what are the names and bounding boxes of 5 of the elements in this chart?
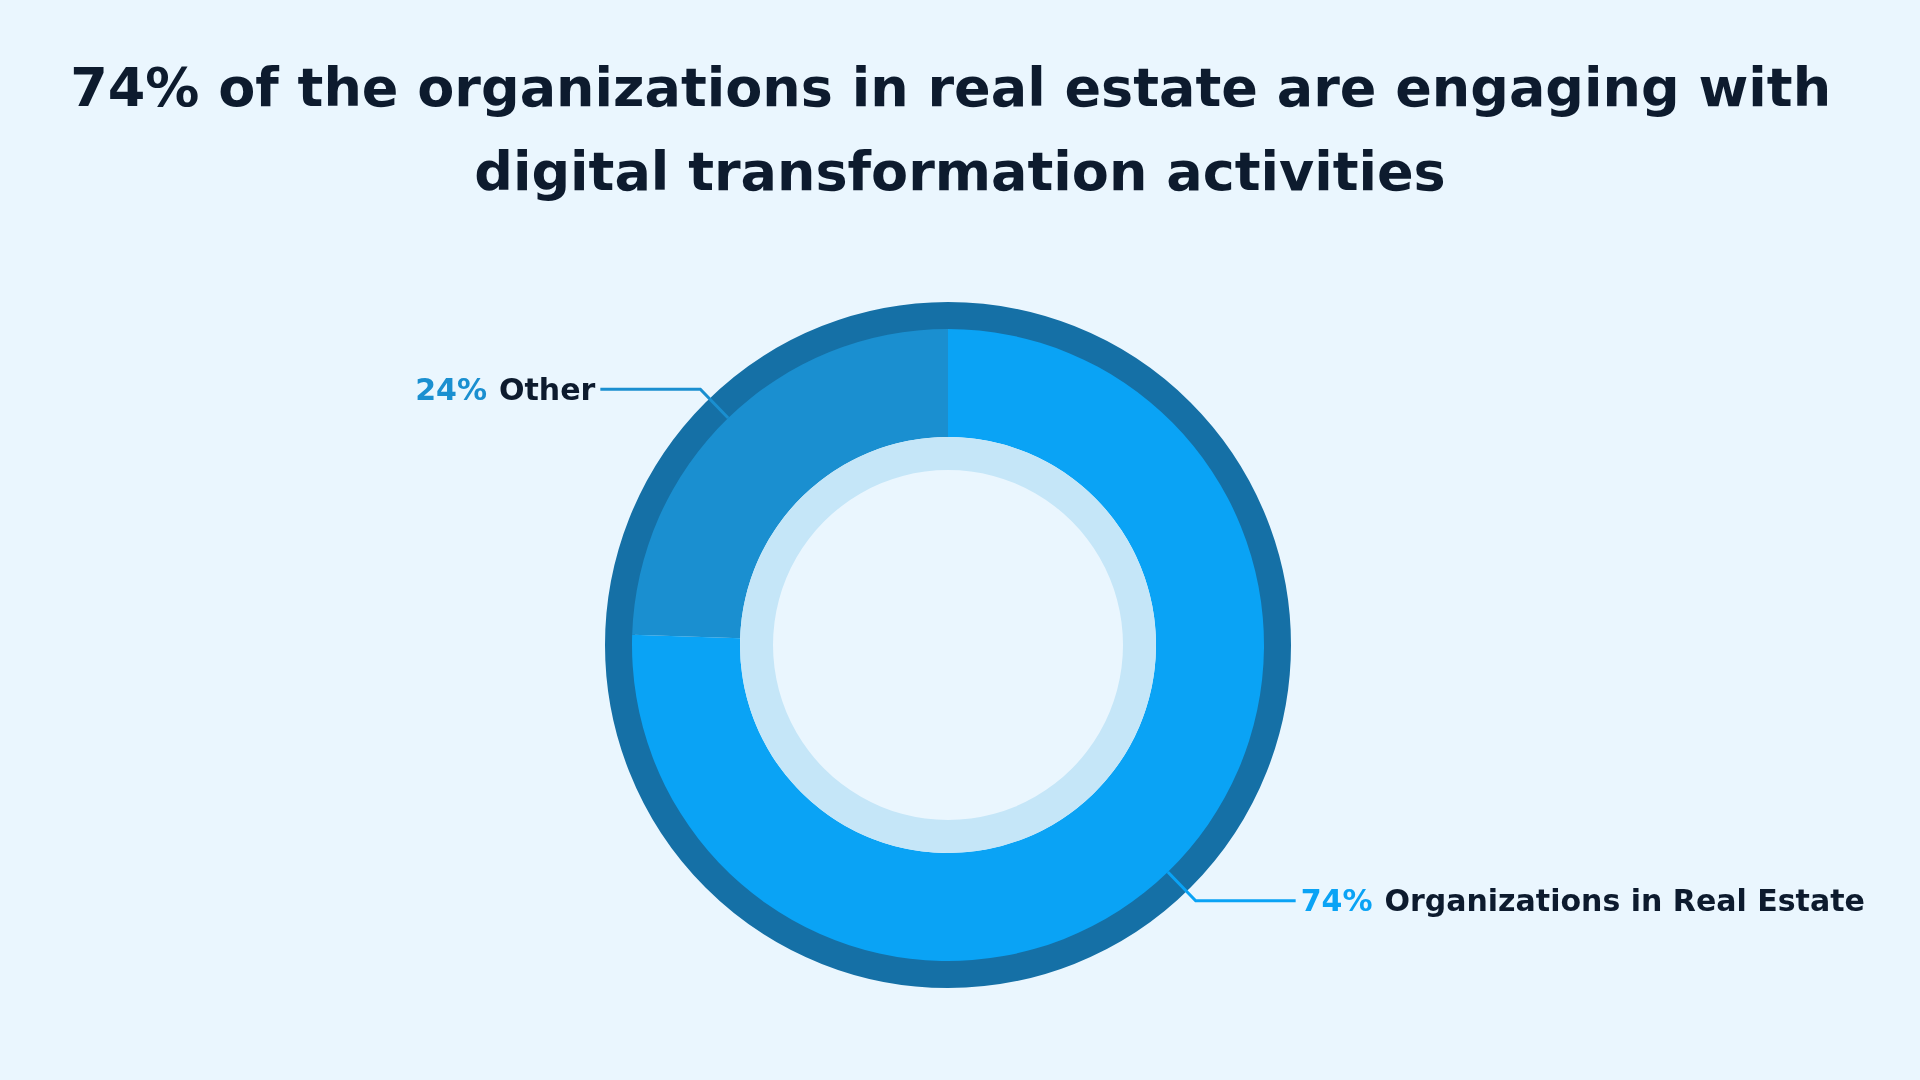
data-label: 74% (1300, 883, 1373, 919)
chart-title: 74% of the organizations in real estate are engaging with digital transformation activities (70, 55, 1850, 203)
slice-label: Other (498, 371, 596, 407)
data-label: 24% (415, 371, 487, 407)
slice-label: Organizations in Real Estate (1384, 883, 1865, 919)
